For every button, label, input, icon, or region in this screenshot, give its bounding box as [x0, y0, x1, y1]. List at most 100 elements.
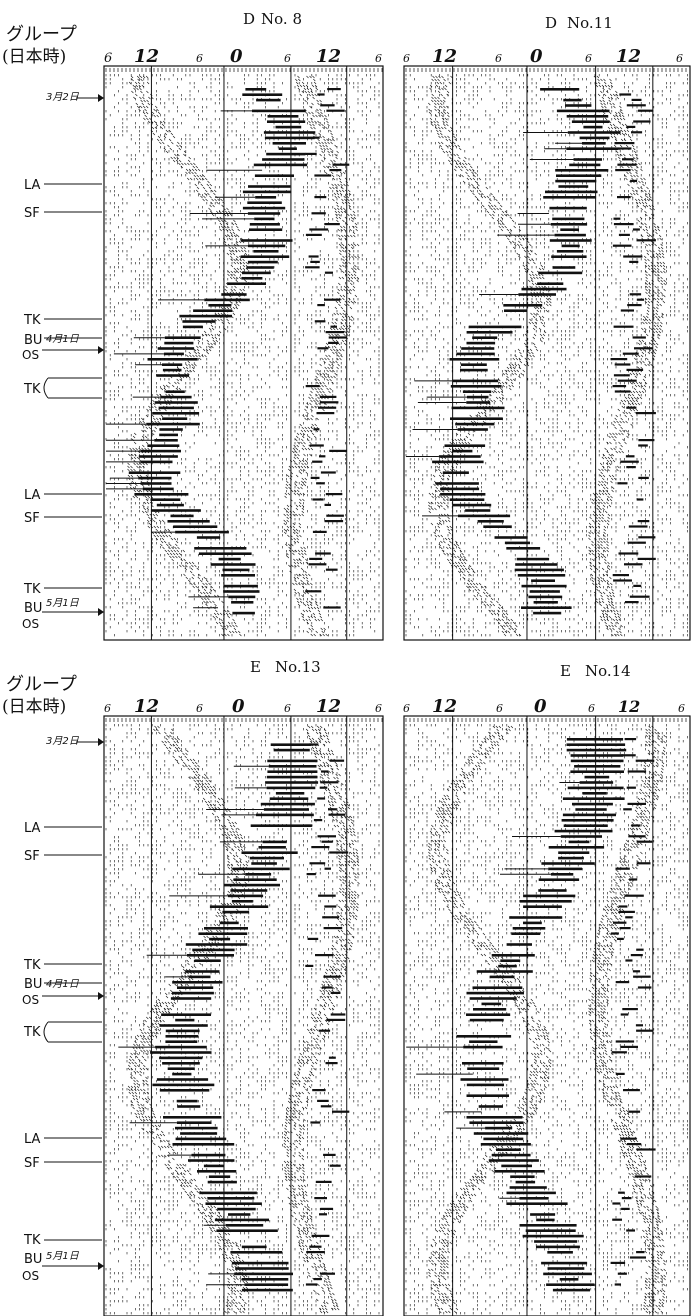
- pattern-bar-secondary: [620, 1137, 637, 1140]
- arrow-apr1-bottom: [98, 992, 104, 1000]
- pattern-bar: [510, 1175, 535, 1178]
- pattern-bar: [522, 1234, 584, 1238]
- pattern-bar: [165, 1029, 200, 1033]
- pattern-bar: [570, 754, 624, 757]
- pattern-bar: [152, 1083, 215, 1087]
- pattern-bar: [208, 304, 232, 307]
- pattern-bar-secondary: [305, 590, 322, 593]
- pattern-bar-secondary: [631, 824, 641, 827]
- pattern-bar-secondary: [313, 428, 320, 431]
- pattern-bar: [566, 748, 627, 752]
- pattern-bar-secondary: [332, 163, 350, 166]
- pattern-bar: [520, 900, 572, 903]
- pattern-bar: [247, 260, 278, 264]
- pattern-bar: [534, 1240, 578, 1243]
- pattern-bar: [235, 1267, 289, 1270]
- pattern-bar: [266, 775, 318, 779]
- pattern-bar: [244, 1283, 289, 1286]
- pattern-bar: [172, 981, 223, 984]
- pattern-bar: [247, 201, 282, 204]
- row-label-tk-2-bottom: TK: [23, 1025, 41, 1040]
- pattern-bar: [207, 1180, 237, 1184]
- pattern-bar-secondary: [613, 797, 622, 800]
- pattern-bar: [506, 547, 541, 550]
- pattern-bar: [175, 1018, 195, 1022]
- pattern-bar: [466, 331, 513, 334]
- pattern-bar-secondary: [324, 223, 340, 226]
- pattern-bar: [267, 120, 306, 123]
- pattern-bar: [541, 1261, 588, 1265]
- pattern-bar-secondary: [633, 120, 651, 123]
- pattern-bar-secondary: [618, 233, 630, 236]
- pattern-bar-secondary: [318, 1029, 331, 1032]
- pattern-bar-secondary: [623, 808, 632, 811]
- pattern-bar-secondary: [326, 1018, 346, 1021]
- pattern-bar: [275, 792, 305, 795]
- pattern-bar: [549, 239, 592, 242]
- pattern-bar: [175, 1126, 218, 1130]
- leader-arrows: [98, 94, 104, 1270]
- pattern-bar: [549, 206, 587, 210]
- pattern-bar: [521, 584, 567, 588]
- pattern-bar: [172, 1072, 192, 1076]
- pattern-bar: [142, 487, 174, 491]
- pattern-bar-secondary: [625, 916, 633, 919]
- pattern-bar-secondary: [618, 552, 639, 555]
- panel-e14-bars: [406, 738, 656, 1292]
- pattern-bar: [466, 1116, 523, 1119]
- pattern-bar-secondary: [629, 595, 650, 598]
- panel-d8-top-ticks: [105, 68, 383, 72]
- pattern-bar-secondary: [627, 304, 642, 307]
- panel-title-e13: E No.13: [250, 658, 321, 676]
- pattern-bar: [462, 390, 492, 393]
- pattern-bar: [465, 509, 491, 512]
- pattern-bar: [240, 255, 290, 258]
- pattern-bar-secondary: [616, 1072, 625, 1075]
- pattern-bar: [483, 525, 512, 528]
- pattern-bar-secondary: [617, 937, 624, 940]
- pattern-bar: [138, 476, 172, 480]
- pattern-bar: [228, 894, 264, 898]
- pattern-bar: [198, 932, 248, 935]
- pattern-bar: [167, 1067, 195, 1070]
- pattern-bar: [583, 125, 603, 129]
- pattern-bar-secondary: [312, 530, 327, 533]
- pattern-bar: [204, 927, 248, 930]
- pattern-bar-secondary: [615, 867, 630, 870]
- pattern-bar: [457, 428, 488, 431]
- pattern-bar-secondary: [323, 606, 341, 609]
- pattern-bar-secondary: [617, 379, 637, 382]
- pattern-bar-secondary: [632, 228, 640, 231]
- tick-d11-0: 6: [403, 52, 410, 65]
- pattern-bar-secondary: [306, 873, 316, 876]
- pattern-bar: [515, 563, 558, 566]
- pattern-bar-secondary: [315, 954, 334, 957]
- panel-d8-tick-texture: [105, 74, 380, 637]
- pattern-bar: [209, 905, 269, 908]
- pattern-bar: [241, 1278, 289, 1281]
- pattern-bar: [506, 943, 532, 946]
- pattern-bar-secondary: [305, 266, 320, 269]
- pattern-bar: [485, 1126, 513, 1130]
- pattern-bar: [504, 541, 530, 545]
- pattern-bar: [188, 975, 211, 979]
- pattern-bar: [128, 471, 181, 474]
- pattern-bar: [466, 1013, 511, 1016]
- pattern-bar: [194, 959, 221, 962]
- pattern-bar-secondary: [332, 1110, 350, 1113]
- panel-e14-frame: [403, 715, 691, 1316]
- pattern-bar: [556, 174, 602, 177]
- pattern-bar-secondary: [324, 271, 333, 274]
- pattern-bar: [571, 120, 610, 123]
- pattern-bar-secondary: [626, 125, 636, 128]
- pattern-bar-secondary: [618, 147, 632, 150]
- pattern-bar: [231, 900, 253, 903]
- pattern-bar: [548, 867, 583, 871]
- pattern-bar: [225, 1224, 264, 1227]
- pattern-bar: [214, 1218, 269, 1222]
- pattern-bar: [159, 1024, 208, 1027]
- pattern-bar-secondary: [317, 835, 336, 838]
- pattern-bar-secondary: [614, 1283, 621, 1286]
- pattern-bar-secondary: [320, 471, 336, 474]
- panel-d11-texture: [405, 74, 688, 637]
